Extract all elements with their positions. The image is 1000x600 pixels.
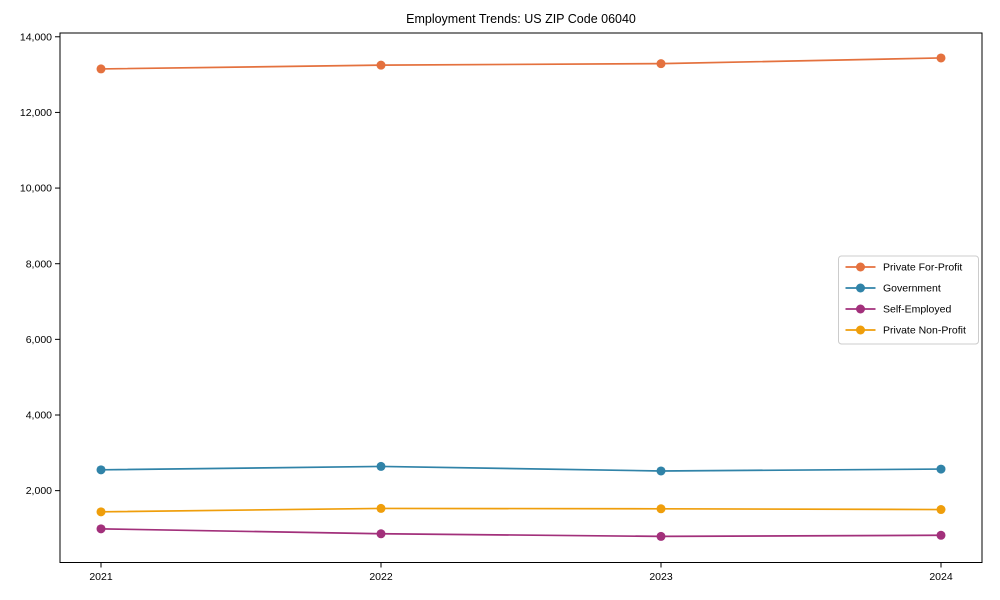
data-point-private-for-profit-2024: [936, 53, 946, 63]
series-line-private-non-profit: [100, 507, 942, 513]
series-line-government: [100, 465, 942, 472]
data-point-self-employed-2021: [96, 524, 106, 534]
data-point-private-for-profit-2023: [656, 59, 666, 69]
data-point-private-non-profit-2023: [656, 504, 666, 514]
series-line-self-employed: [100, 527, 942, 538]
legend-label: Private For-Profit: [883, 262, 962, 274]
data-point-self-employed-2024: [936, 530, 946, 540]
legend-box: [838, 255, 979, 345]
y-axis-tick-label: 4,000: [26, 410, 52, 422]
legend-marker-icon: [856, 262, 865, 272]
legend-label: Private Non-Profit: [883, 325, 966, 337]
y-axis-tick-label: 10,000: [20, 183, 52, 195]
data-point-private-non-profit-2024: [936, 505, 946, 515]
data-point-private-non-profit-2021: [96, 507, 106, 517]
y-axis-tick-label: 8,000: [26, 258, 52, 270]
x-axis-tick-label: 2023: [649, 571, 673, 583]
data-point-government-2021: [96, 465, 106, 475]
legend: Private For-Profit Government Self-Employe…: [838, 255, 979, 345]
data-point-private-for-profit-2022: [376, 60, 386, 70]
data-point-government-2023: [656, 466, 666, 476]
plot-frame: [59, 32, 983, 563]
data-point-government-2024: [936, 464, 946, 474]
y-axis-tick-label: 12,000: [20, 107, 52, 119]
data-point-self-employed-2023: [656, 531, 666, 541]
axes-layer: 2,000 4,000 6,000 8,000 10,000 12,000 14,000 20…: [20, 31, 983, 583]
y-axis-tick-label: 6,000: [26, 334, 52, 346]
legend-marker-icon: [856, 304, 865, 314]
legend-item-government: Government: [845, 283, 941, 295]
legend-marker-icon: [856, 283, 865, 293]
y-axis-tick-label: 2,000: [26, 485, 52, 497]
data-point-private-non-profit-2022: [376, 503, 386, 513]
data-point-self-employed-2022: [376, 529, 386, 539]
legend-item-self-employed: Self-Employed: [845, 304, 951, 316]
series-layer: [96, 53, 946, 541]
y-axis-tick-label: 14,000: [20, 31, 52, 43]
x-axis-tick-label: 2021: [89, 571, 113, 583]
series-line-private-for-profit: [100, 57, 942, 70]
legend-item-private-non-profit: Private Non-Profit: [845, 325, 966, 337]
x-axis-tick-label: 2024: [929, 571, 953, 583]
chart-title: Employment Trends: US ZIP Code 06040: [406, 12, 636, 26]
x-axis-tick-label: 2022: [369, 571, 393, 583]
data-point-private-for-profit-2021: [96, 64, 106, 74]
legend-label: Self-Employed: [883, 304, 951, 316]
legend-label: Government: [883, 283, 941, 295]
legend-item-private-for-profit: Private For-Profit: [845, 262, 962, 274]
legend-marker-icon: [856, 325, 865, 335]
data-point-government-2022: [376, 461, 386, 471]
